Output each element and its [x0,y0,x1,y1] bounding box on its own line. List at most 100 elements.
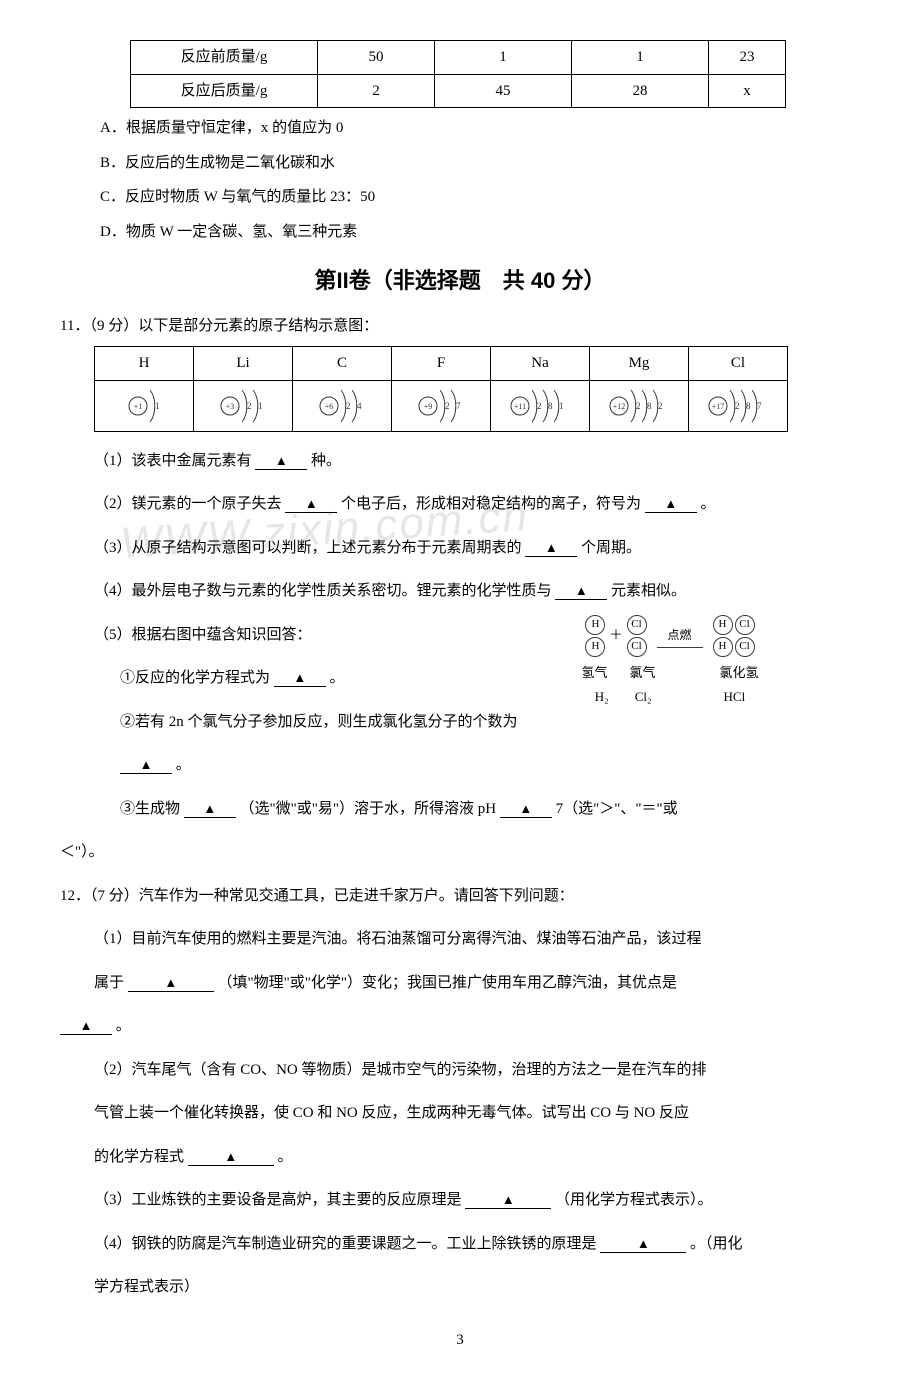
text: （用化学方程式表示）。 [555,1192,713,1208]
text: 元素相似。 [611,583,686,599]
text: （4）最外层电子数与元素的化学性质关系密切。锂元素的化学性质与 [94,583,552,599]
label-cl2: 氯气 [629,661,655,686]
arrow-icon: 点燃 [657,624,703,648]
text: （填"物理"或"化学"）变化；我国已推广使用车用乙醇汽油，其优点是 [218,975,678,991]
atom-cl-icon: Cl [627,637,647,657]
blank: ▲ [285,497,337,513]
blank: ▲ [120,758,172,774]
svg-text:8: 8 [647,401,652,411]
blank: ▲ [645,497,697,513]
atom-header: C [293,347,392,381]
q11-5-3: ③生成物 ▲ （选"微"或"易"）溶于水，所得溶液 pH ▲ 7（选"＞"、"＝… [120,795,860,824]
svg-text:1: 1 [258,401,263,411]
cell: 1 [435,41,572,75]
svg-text:2: 2 [658,401,663,411]
atom-header: Mg [590,347,689,381]
q12-4b: 学方程式表示） [94,1273,860,1302]
svg-text:7: 7 [456,401,461,411]
q12-2c: 的化学方程式 ▲ 。 [94,1143,860,1172]
text: 种。 [311,453,341,469]
option-a: A．根据质量守恒定律，x 的值应为 0 [100,114,860,143]
atom-h-icon: H [713,615,733,635]
q11-3: （3）从原子结构示意图可以判断，上述元素分布于元素周期表的 ▲ 个周期。 [94,534,860,563]
blank: ▲ [255,454,307,470]
page-number: 3 [60,1326,860,1355]
atom-header: Na [491,347,590,381]
blank: ▲ [500,802,552,818]
text: （4）钢铁的防腐是汽车制造业研究的重要课题之一。工业上除铁锈的原理是 [94,1236,597,1252]
blank: ▲ [555,584,607,600]
svg-text:2: 2 [346,401,351,411]
blank: ▲ [188,1150,274,1166]
text: （3）从原子结构示意图可以判断，上述元素分布于元素周期表的 [94,540,522,556]
text: （2）镁元素的一个原子失去 [94,496,282,512]
mass-table: 反应前质量/g 50 1 1 23 反应后质量/g 2 45 28 x [130,40,786,108]
text: 属于 [94,975,124,991]
atom-header: Cl [689,347,788,381]
svg-text:+3: +3 [226,402,235,411]
svg-text:7: 7 [757,401,762,411]
svg-text:2: 2 [636,401,641,411]
blank: ▲ [128,976,214,992]
blank: ▲ [274,671,326,687]
cell: 28 [572,74,709,108]
text: （选"微"或"易"）溶于水，所得溶液 pH [240,801,497,817]
svg-text:+11: +11 [514,402,526,411]
atom-diagram: +12 282 [590,380,689,431]
text: ②若有 2n 个氯气分子参加反应，则生成氯化氢分子的个数为 [120,714,518,730]
atom-diagram: +927 [392,380,491,431]
q11-5-2b: ▲ 。 [120,751,860,780]
row-label: 反应后质量/g [131,74,318,108]
atom-header: F [392,347,491,381]
atom-cl-icon: Cl [627,615,647,635]
svg-text:1: 1 [559,401,564,411]
svg-text:1: 1 [155,401,160,411]
text: 。（用化 [690,1236,743,1252]
row-label: 反应前质量/g [131,41,318,75]
blank: ▲ [60,1019,112,1035]
option-c: C．反应时物质 W 与氧气的质量比 23：50 [100,183,860,212]
q11-4: （4）最外层电子数与元素的化学性质关系密切。锂元素的化学性质与 ▲ 元素相似。 [94,577,860,606]
text: 个周期。 [581,540,641,556]
q12-1b: 属于 ▲ （填"物理"或"化学"）变化；我国已推广使用车用乙醇汽油，其优点是 [94,969,860,998]
svg-text:+12: +12 [613,402,626,411]
q10-options: A．根据质量守恒定律，x 的值应为 0 B．反应后的生成物是二氧化碳和水 C．反… [100,114,860,246]
svg-text:8: 8 [746,401,751,411]
text: 的化学方程式 [94,1149,184,1165]
q11-5-3b: ＜"）。 [60,838,860,867]
atom-h-icon: H [713,637,733,657]
option-d: D．物质 W 一定含碳、氢、氧三种元素 [100,218,860,247]
table-row: 反应前质量/g 50 1 1 23 [131,41,786,75]
q12-1a: （1）目前汽车使用的燃料主要是汽油。将石油蒸馏可分离得汽油、煤油等石油产品，该过… [94,925,860,954]
formula-cl2: Cl₂ [635,685,652,710]
atom-cl-icon: Cl [735,637,755,657]
text: （3）工业炼铁的主要设备是高炉，其主要的反应原理是 [94,1192,462,1208]
svg-text:2: 2 [445,401,450,411]
section-title: 第II卷（非选择题 共 40 分） [60,260,860,302]
atom-table: HLiCFNaMgCl +11+321+624+927+11281+12282+… [94,346,788,432]
cell: 23 [709,41,786,75]
svg-text:+1: +1 [134,402,143,411]
q12-2a: （2）汽车尾气（含有 CO、NO 等物质）是城市空气的污染物，治理的方法之一是在… [94,1056,860,1085]
atom-diagram: +17287 [689,380,788,431]
atom-header: Li [194,347,293,381]
atom-diagram: +11281 [491,380,590,431]
text: 7（选"＞"、"＝"或 [556,801,678,817]
text: 个电子后，形成相对稳定结构的离子，符号为 [341,496,641,512]
cell: 2 [318,74,435,108]
table-row: HLiCFNaMgCl [95,347,788,381]
svg-text:+6: +6 [325,402,334,411]
text: 。 [278,1149,293,1165]
reaction-figure: H H ＋ Cl Cl 点燃 HCl HCl 氢气 氯气 氯化氢 H₂ [540,615,800,710]
svg-text:2: 2 [247,401,252,411]
atom-diagram: +624 [293,380,392,431]
atom-h-icon: H [585,637,605,657]
svg-text:2: 2 [735,401,740,411]
ignite-label: 点燃 [667,624,691,647]
table-row: 反应后质量/g 2 45 28 x [131,74,786,108]
svg-text:2: 2 [537,401,542,411]
q12-4a: （4）钢铁的防腐是汽车制造业研究的重要课题之一。工业上除铁锈的原理是 ▲ 。（用… [94,1230,860,1259]
q11-5-2: ②若有 2n 个氯气分子参加反应，则生成氯化氢分子的个数为 [120,708,540,737]
q11-2: （2）镁元素的一个原子失去 ▲ 个电子后，形成相对稳定结构的离子，符号为 ▲ 。 [94,490,860,519]
text: ③生成物 [120,801,180,817]
